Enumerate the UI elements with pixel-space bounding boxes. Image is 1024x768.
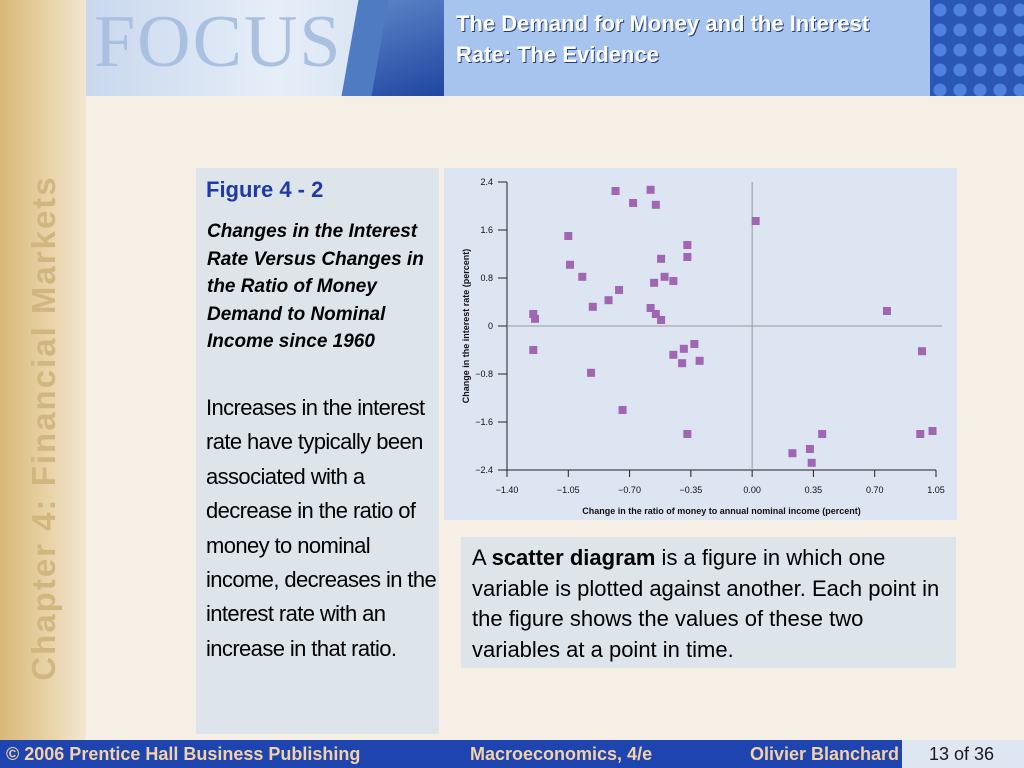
y-tick-label: 0.8 [480, 273, 493, 283]
focus-logo: FOCUS [94, 1, 343, 83]
data-point [578, 272, 587, 281]
y-axis-label: Change in the interest rate (percent) [461, 249, 471, 404]
data-point [615, 286, 624, 294]
focus-banner: FOCUS [86, 0, 360, 96]
data-point [695, 356, 704, 365]
data-point [751, 217, 760, 225]
chapter-sidebar: Chapter 4: Financial Markets [0, 0, 86, 740]
data-point [679, 344, 688, 353]
data-point [587, 368, 596, 377]
footer-book-title: Macroeconomics, 4/e [470, 744, 653, 764]
scatter-chart: 2.4 1.6 0.8 0 −0.8 −1.6 −2.4−1.40 −1.05 −0.70 −0.… [461, 177, 945, 516]
figure-caption-panel: Figure 4 - 2 Changes in the Interest Rat… [196, 168, 439, 734]
data-point [917, 347, 926, 356]
x-tick-label: −1.40 [496, 485, 519, 495]
x-tick-label: 1.05 [927, 485, 945, 495]
definition-body: is a figure in which one variable is plo… [472, 545, 940, 662]
data-point [805, 445, 814, 453]
data-point [678, 359, 687, 368]
data-point [683, 253, 692, 261]
data-point [690, 340, 699, 348]
scatter-chart-panel: 2.4 1.6 0.8 0 −0.8 −1.6 −2.4 −1.40 −1.05 −0.70 −0.… [444, 168, 957, 520]
x-tick-label: 0.70 [866, 485, 884, 495]
data-point [650, 278, 659, 287]
data-point [928, 427, 937, 435]
data-point [807, 458, 816, 467]
data-point [604, 296, 613, 305]
x-axis-label: Change in the ratio of money to annual n… [582, 506, 861, 516]
data-point [916, 430, 925, 438]
y-tick-label: 2.4 [480, 177, 493, 187]
slide-title: The Demand for Money and the Interest Ra… [456, 11, 870, 67]
data-point [531, 314, 540, 323]
y-tick-label: −1.6 [475, 417, 493, 427]
data-point [657, 316, 666, 324]
data-point [660, 272, 669, 281]
data-point [564, 232, 573, 240]
title-box: The Demand for Money and the Interest Ra… [444, 0, 930, 96]
footer-bar: © 2006 Prentice Hall Business Publishing… [0, 740, 1024, 768]
data-point [646, 185, 655, 194]
data-point [566, 260, 575, 269]
definition-term: scatter diagram [491, 545, 656, 570]
data-point [646, 304, 655, 312]
y-tick-label: −0.8 [475, 369, 493, 379]
x-tick-label: −1.05 [557, 485, 580, 495]
y-tick-label: −2.4 [475, 465, 493, 475]
data-point [588, 302, 597, 311]
focus-tab-decoration [360, 0, 444, 96]
definition-prefix: A [472, 545, 492, 570]
data-point [683, 430, 692, 438]
data-point [788, 449, 797, 458]
data-point [818, 430, 827, 438]
x-tick-label: −0.35 [679, 485, 702, 495]
y-tick-label: 0 [488, 321, 493, 331]
x-tick-label: 0.00 [743, 485, 761, 495]
data-point [529, 346, 538, 354]
footer-author: Olivier Blanchard [750, 744, 898, 764]
data-point [651, 200, 660, 209]
data-point [882, 307, 891, 315]
dot-pattern-decoration [930, 0, 1024, 96]
data-point [629, 199, 638, 207]
figure-subtitle: Changes in the Interest Rate Versus Chan… [207, 221, 424, 352]
data-point [529, 310, 538, 318]
x-tick-label: −0.70 [618, 485, 641, 495]
data-point [683, 241, 692, 249]
definition-box: A scatter diagram is a figure in which o… [461, 537, 956, 668]
data-point [669, 350, 678, 359]
data-point [611, 187, 620, 195]
chapter-label: Chapter 4: Financial Markets [25, 175, 62, 681]
x-tick-label: 0.35 [805, 485, 823, 495]
figure-description: Increases in the interest rate have typi… [206, 395, 437, 661]
page-counter: 13 of 36 [929, 744, 995, 764]
data-point [618, 406, 627, 414]
definition-text: A scatter diagram is a figure in which o… [472, 543, 950, 665]
data-point [651, 310, 660, 318]
figure-title: Figure 4 - 2 [206, 177, 324, 202]
data-point [657, 254, 666, 263]
data-point [669, 277, 678, 285]
footer-copyright: © 2006 Prentice Hall Business Publishing [6, 744, 361, 764]
y-tick-label: 1.6 [480, 225, 493, 235]
page-counter-box: 13 of 36 [902, 740, 1024, 768]
